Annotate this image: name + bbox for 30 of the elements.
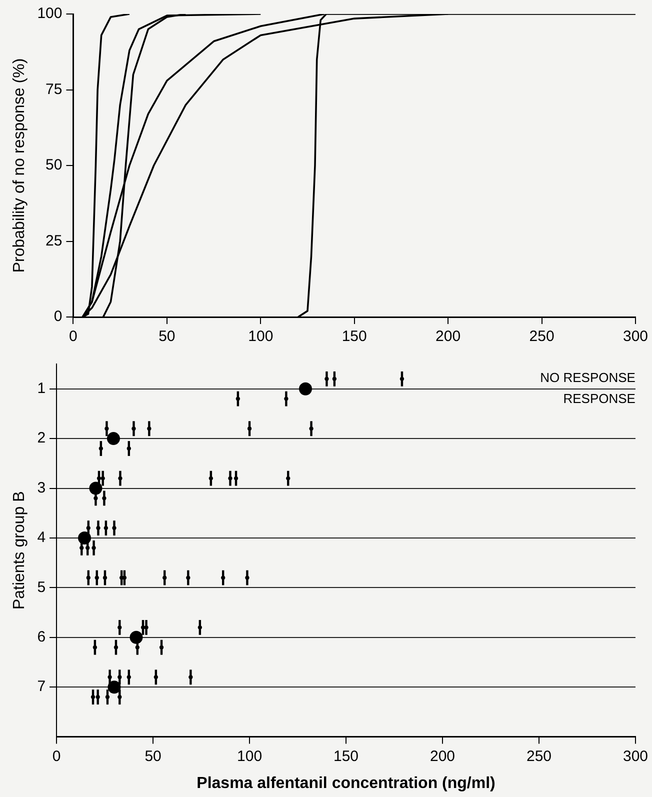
- annotation: NO RESPONSE: [540, 370, 636, 385]
- x-tick-label: 150: [342, 328, 367, 346]
- x-tick-label: 0: [69, 328, 78, 346]
- x-tick-label: 150: [334, 748, 359, 765]
- y-tick-label: 50: [46, 156, 62, 174]
- y-tick-label: 0: [54, 308, 62, 326]
- y-tick-label: 75: [46, 80, 62, 98]
- y-tick-label: 100: [37, 5, 62, 22]
- y-axis-title: Probability of no response (%): [11, 58, 28, 273]
- x-tick-label: 200: [436, 328, 461, 346]
- annotation: RESPONSE: [563, 390, 636, 406]
- y-tick-label: 4: [37, 529, 46, 546]
- x-axis-title: Plasma alfentanil concentration (ng/ml): [196, 774, 496, 792]
- x-tick-label: 100: [248, 328, 274, 346]
- x-tick-label: 100: [237, 748, 262, 765]
- y-tick-label: 3: [37, 479, 46, 496]
- x-tick-label: 50: [158, 328, 176, 346]
- y-tick-label: 6: [37, 628, 46, 646]
- x-tick-label: 200: [430, 748, 456, 765]
- x-tick-label: 300: [622, 328, 648, 346]
- y-axis-title: Patients group B: [11, 491, 28, 610]
- y-tick-label: 25: [46, 232, 62, 250]
- y-tick-label: 5: [37, 578, 46, 596]
- x-tick-label: 50: [144, 748, 162, 765]
- x-tick-label: 250: [529, 328, 554, 346]
- y-tick-label: 1: [37, 380, 46, 397]
- y-tick-label: 7: [37, 678, 46, 696]
- x-tick-label: 250: [526, 748, 552, 765]
- x-tick-label: 300: [622, 748, 648, 765]
- y-tick-label: 2: [37, 430, 46, 447]
